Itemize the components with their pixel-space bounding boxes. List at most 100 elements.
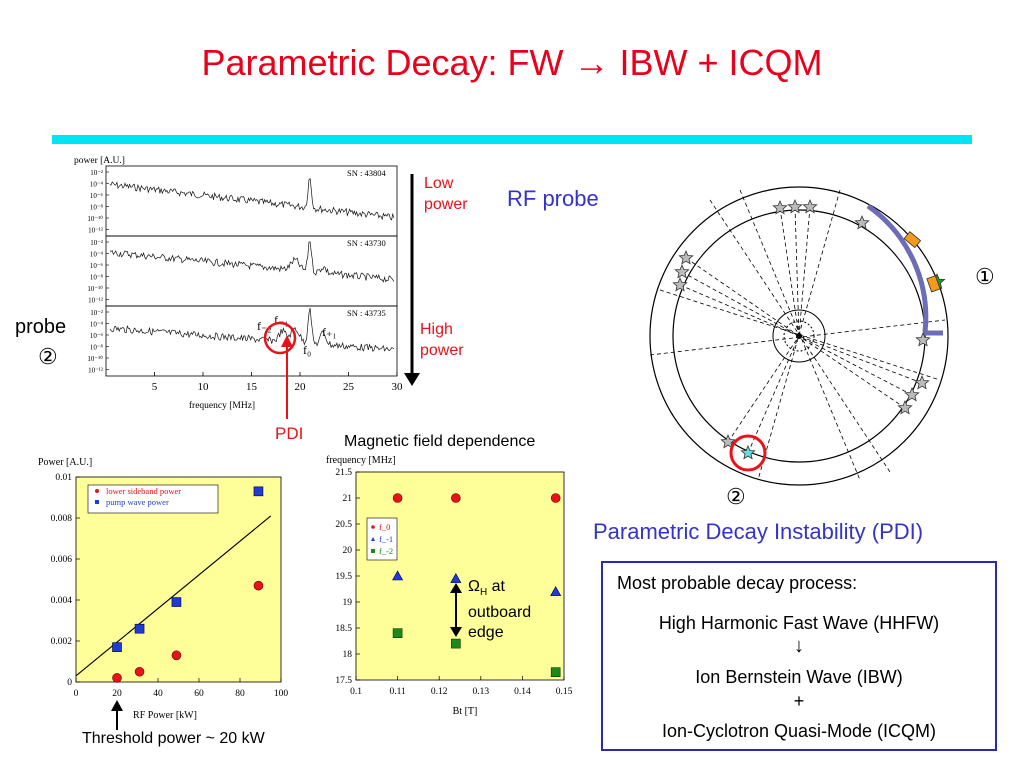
tokamak-cross-section: [649, 186, 949, 486]
chart2-xtick-label: 0.13: [472, 687, 489, 697]
chart2-point: [450, 572, 462, 583]
spectrum-xtick-label: 25: [343, 381, 355, 393]
spectrum-ytick-label: 10⁻⁸: [90, 204, 104, 212]
chart1-xtick-label: 20: [112, 689, 122, 699]
spectrum-ytick-label: 10⁻²: [90, 169, 103, 177]
spectrum-ytick-label: 10⁻⁶: [90, 192, 104, 200]
chart2-ytick-label: 21.5: [335, 468, 352, 478]
decay-plus: +: [793, 691, 805, 711]
power-arrow: [404, 174, 420, 386]
center-circle: [772, 309, 826, 363]
probe-star-icon: [904, 386, 920, 402]
spectrum-xtick-label: 15: [246, 381, 258, 393]
chart1-xtick-label: 40: [153, 689, 163, 699]
page-title: Parametric Decay: FW → IBW + ICQM: [201, 42, 823, 83]
spectrum-xtick-label: 5: [152, 381, 158, 393]
spectrum-trace-line: [109, 307, 395, 352]
chart1-legend-label: pump wave power: [106, 497, 169, 507]
omega-text1: at: [487, 578, 505, 595]
chart2-point: [392, 493, 403, 503]
spectrum-ytick-label: 10⁻¹²: [88, 227, 103, 235]
chart2-ytick-label: 19.5: [335, 572, 352, 582]
decay-process-box: Most probable decay process: High Harmon…: [601, 561, 997, 751]
spectrum-ytick-label: 10⁻⁸: [90, 274, 104, 282]
spectrum-xtick-label: 30: [392, 381, 404, 393]
chart1-point: [253, 486, 264, 497]
chart2-frame: [355, 471, 565, 681]
high-power-label: High power: [420, 321, 464, 359]
rf-probe-label: RF probe: [507, 186, 599, 211]
magnetic-field-title: Magnetic field dependence: [344, 433, 536, 450]
chart2-ytick-label: 18.5: [335, 624, 352, 634]
probe-label: probe: [15, 316, 67, 338]
probe-star-icon: [802, 198, 818, 214]
orange-probe-marker: [903, 231, 922, 249]
spectrum-ytick-label: 10⁻⁶: [90, 332, 104, 340]
probe-sight-line: [681, 271, 800, 337]
probe-sight-line: [798, 335, 923, 384]
chart1-fit-line: [75, 515, 272, 677]
chart1-ytick-label: 0.006: [51, 555, 73, 565]
probe-star-icon: [678, 249, 694, 265]
chart1-legend-marker: [95, 500, 99, 504]
chart1-ytick-label: 0.002: [51, 637, 73, 647]
probe-star-icon: [914, 374, 930, 390]
probe-number: ②: [38, 344, 58, 369]
probe-star-icon: [740, 444, 756, 460]
spectrum-xtick-label: 20: [295, 381, 307, 393]
probe-sight-line: [779, 207, 800, 337]
chart2-xtick-label: 0.12: [431, 687, 448, 697]
chart2-point: [392, 628, 403, 638]
spectrum-ytick-label: 10⁻⁴: [90, 251, 104, 259]
chart2-ytick-label: 18: [343, 650, 353, 660]
chart2-point: [550, 493, 561, 503]
chart2-legend-label: f_-2: [379, 546, 393, 556]
spectrum-x-axis: 5 10 15 20 25 30: [152, 372, 403, 393]
chart1-xtick-label: 60: [194, 689, 204, 699]
threshold-arrow: [111, 700, 123, 730]
chart2-legend-marker: [371, 525, 375, 529]
chart1-xlabel: RF Power [kW]: [133, 710, 197, 721]
decay-line-icqm: Ion-Cyclotron Quasi-Mode (ICQM): [661, 721, 937, 741]
radial-line: [649, 319, 946, 356]
spectrum-ytick-label: 10⁻¹⁰: [87, 355, 103, 363]
chart1-xtick-label: 80: [235, 689, 245, 699]
radial-line: [739, 189, 861, 481]
spectrum-traces: 10⁻² 10⁻⁴ 10⁻⁶ 10⁻⁸ 10⁻¹⁰ 10⁻¹² SN : 43804 10⁻²…: [87, 165, 398, 377]
spectrum-ytick-label: 10⁻¹²: [88, 367, 103, 375]
chart2-plot: 17.5 18 18.5 19 19.5 20 20.5 21 21.5 0.1 0.11 0.12 0…: [335, 468, 572, 697]
chart2-legend-marker: [371, 537, 375, 541]
probe-sight-line: [794, 206, 800, 337]
chart2-ytick-label: 20.5: [335, 520, 352, 530]
probe-sight-line: [798, 335, 906, 409]
chart1-point: [171, 650, 182, 661]
rf-power-chart: Power [A.U.] 0 0.002 0.004 0.006 0.008 0.01 0 2…: [38, 457, 288, 721]
probe-sight-lines: [649, 189, 946, 481]
chart2-xlabel: Bt [T]: [453, 706, 478, 717]
chart1-point: [134, 623, 145, 634]
decay-arrow: ↓: [794, 635, 804, 657]
chart1-point: [253, 580, 264, 591]
spectrum-trace-line: [109, 241, 395, 283]
spectrum-shot-number: SN : 43804: [347, 168, 386, 178]
probe-star-icon: [720, 433, 736, 449]
spectrum-trace-line: [109, 177, 395, 221]
chart2-ylabel: frequency [MHz]: [326, 455, 396, 466]
probe-sight-line: [798, 335, 913, 396]
title-underline: [52, 135, 972, 144]
center-dashed-circle: [783, 320, 815, 352]
spectrum-xlabel: frequency [MHz]: [189, 400, 255, 411]
radial-line: [757, 189, 841, 481]
chart2-xtick-label: 0.11: [389, 687, 406, 697]
probe-stars: [672, 198, 946, 460]
marker-1: ①: [975, 264, 995, 289]
chart1-point: [112, 642, 122, 652]
low-power-label: Low power: [424, 175, 468, 213]
omega-h-arrow: [450, 583, 462, 637]
probe-star-icon: [674, 263, 690, 279]
pdi-label: PDI: [275, 424, 304, 443]
chart2-ytick-label: 21: [343, 494, 353, 504]
decay-line-ibw: Ion Bernstein Wave (IBW): [695, 667, 903, 687]
chart1-ytick-label: 0.01: [55, 473, 72, 483]
inner-vessel-circle: [672, 209, 926, 463]
